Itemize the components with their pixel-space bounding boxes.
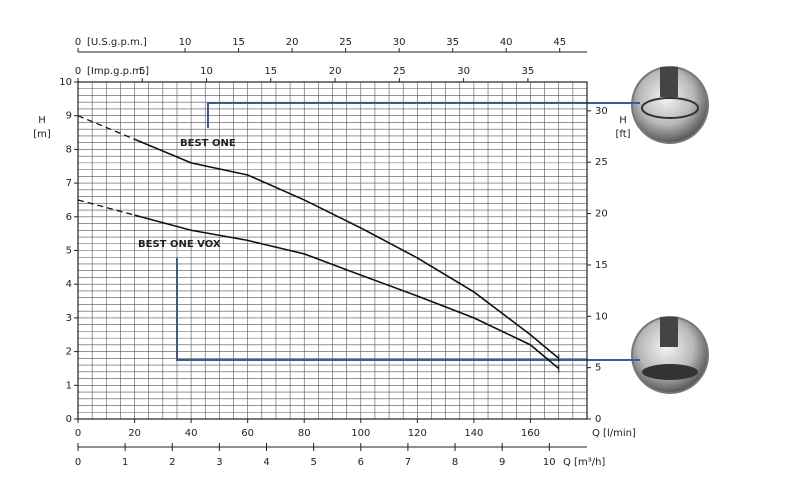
x4-tick-label: 35 [522,66,535,77]
y2-tick-label: 5 [595,363,601,374]
x3-tick-label: 45 [553,37,566,48]
x-tick-label: 0 [75,428,81,439]
y-tick-label: 1 [66,380,72,391]
x-tick-label: 20 [128,428,141,439]
x-tick-label: 100 [351,428,370,439]
x-tick-label: 60 [241,428,254,439]
y-tick-label: 3 [66,313,72,324]
y-tick-label: 9 [66,111,72,122]
x3-tick-label: 0 [75,37,81,48]
y2-tick-label: 15 [595,260,608,271]
x-tick-label: 120 [408,428,427,439]
x4-tick-label: 25 [393,66,406,77]
x2-tick-label: 3 [216,457,222,468]
x2-tick-label: 7 [405,457,411,468]
callout-lines [176,102,640,361]
x4-tick-label: 5 [139,66,145,77]
pump-photo [631,66,709,394]
y2-tick-label: 10 [595,311,608,322]
curve-label: BEST ONE VOX [138,239,221,250]
x4-tick-label: 20 [329,66,342,77]
x2-tick-label: 8 [452,457,458,468]
x3-tick-label: 10 [179,37,192,48]
x-tick-label: 160 [521,428,540,439]
y-tick-label: 6 [66,212,72,223]
y-axis-label: H [38,115,46,126]
x2-axis-label: Q [m³/h] [563,457,605,468]
x3-axis-label: [U.S.g.p.m.] [87,37,147,48]
y2-tick-label: 20 [595,209,608,220]
y-tick-label: 2 [66,347,72,358]
y2-axis-label: H [619,115,627,126]
x-tick-label: 140 [464,428,483,439]
x3-tick-label: 20 [286,37,299,48]
y-tick-label: 7 [66,178,72,189]
x2-tick-label: 0 [75,457,81,468]
x4-axis-label: [Imp.g.p.m.] [87,66,149,77]
y2-tick-label: 0 [595,414,601,425]
x2-tick-label: 2 [169,457,175,468]
y-tick-label: 5 [66,246,72,257]
x3-tick-label: 15 [232,37,245,48]
y-tick-label: 4 [66,279,72,290]
y2-tick-label: 25 [595,157,608,168]
x3-tick-label: 40 [500,37,513,48]
y2-tick-label: 30 [595,106,608,117]
x3-tick-label: 35 [446,37,459,48]
x3-tick-label: 25 [339,37,352,48]
x2-tick-label: 5 [310,457,316,468]
x-tick-label: 80 [298,428,311,439]
curve-label: BEST ONE [180,138,236,149]
x2-tick-label: 4 [263,457,269,468]
x4-tick-label: 0 [75,66,81,77]
curve [134,214,560,370]
x4-tick-label: 10 [200,66,213,77]
curve [134,138,560,359]
y-tick-label: 10 [59,77,72,88]
x4-tick-label: 30 [457,66,470,77]
x2-tick-label: 1 [122,457,128,468]
curve-extrapolated [77,115,135,140]
x2-tick-label: 6 [358,457,364,468]
x-axis-label: Q [l/min] [592,428,636,439]
x2-tick-label: 10 [543,457,556,468]
y-axis-unit: [m] [33,129,51,140]
x3-tick-label: 30 [393,37,406,48]
x-tick-label: 40 [185,428,198,439]
y-tick-label: 8 [66,144,72,155]
x4-tick-label: 15 [264,66,277,77]
x2-tick-label: 9 [499,457,505,468]
y2-axis-unit: [ft] [615,129,630,140]
y-tick-label: 0 [66,414,72,425]
